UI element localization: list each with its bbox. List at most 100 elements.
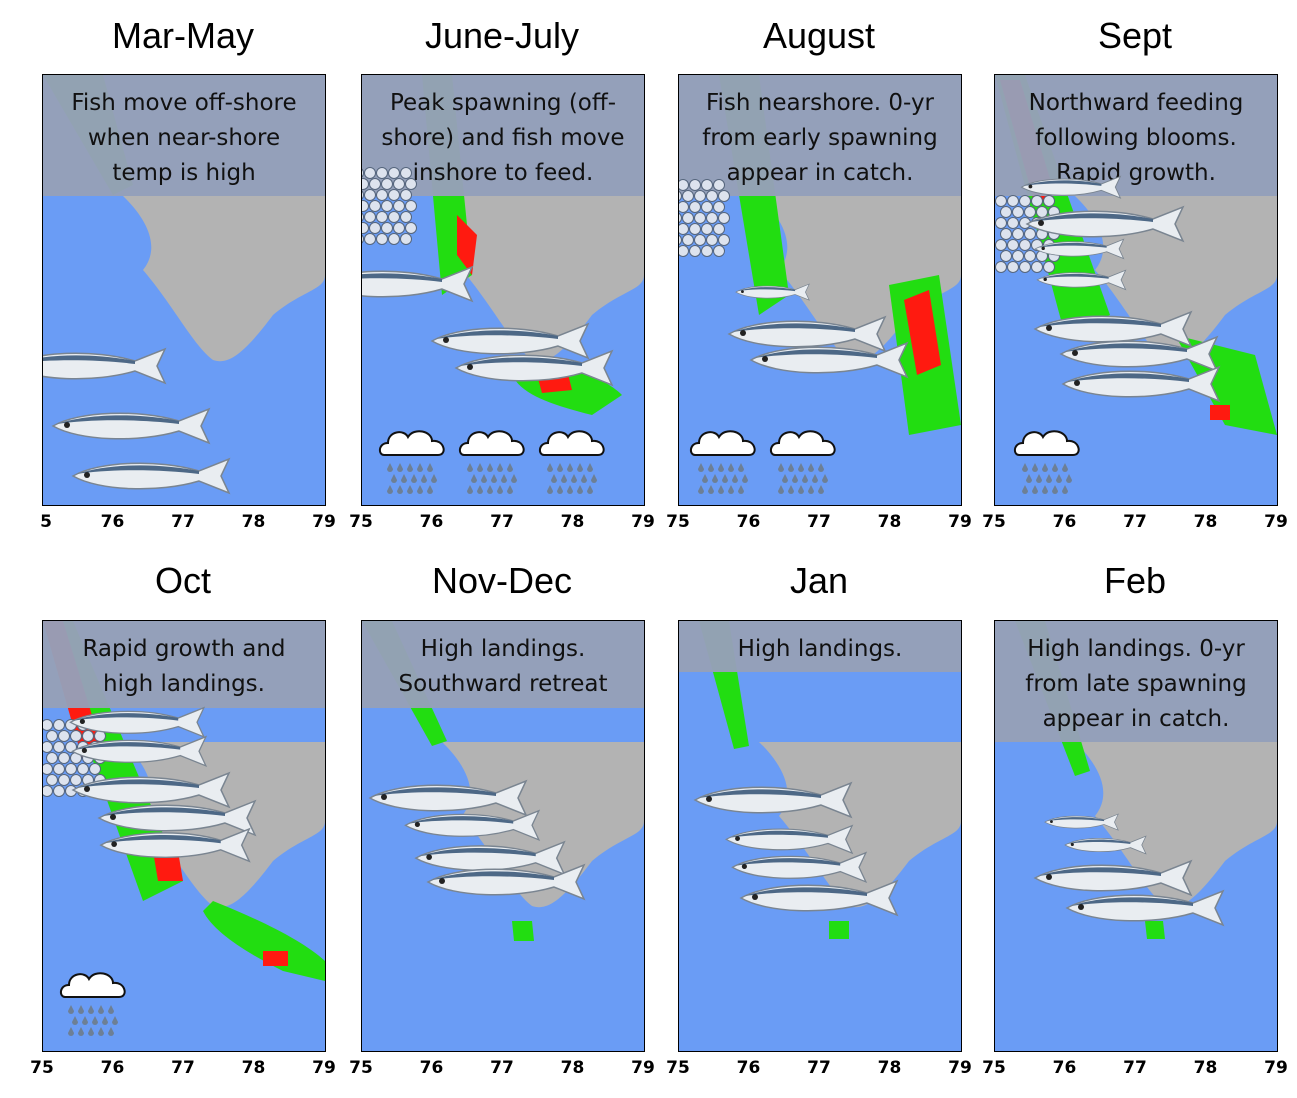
axis-tick-mark	[961, 219, 962, 220]
axis-tick-mark	[325, 837, 326, 838]
axis-tick-mark	[961, 837, 962, 838]
x-tick-label: 77	[807, 512, 831, 532]
panel-caption: High landings.	[679, 621, 961, 672]
land-mass	[759, 742, 961, 908]
sardine-icon	[362, 265, 474, 303]
sardine-icon	[725, 824, 854, 855]
sardine-icon	[454, 349, 614, 387]
hotspot-area	[153, 851, 183, 881]
axis-tick-mark	[961, 907, 962, 908]
sardine-icon	[430, 322, 590, 360]
x-axis: 75 76 77 78 79	[666, 512, 972, 538]
x-tick-label: 77	[1123, 1058, 1147, 1078]
sardine-icon	[1033, 310, 1193, 348]
hotspot-area	[904, 290, 941, 375]
axis-tick-mark	[325, 147, 326, 148]
hotspot-area	[1210, 405, 1230, 420]
x-tick-label: 76	[1052, 512, 1077, 532]
sardine-icon	[99, 827, 251, 863]
axis-tick-mark	[644, 291, 645, 292]
sardine-icon	[1061, 365, 1221, 403]
sardine-icon	[1065, 889, 1225, 927]
panel-map: Fish nearshore. 0-yr from early spawning…	[678, 74, 962, 506]
axis-tick-mark	[644, 361, 645, 362]
axis-tick-mark	[961, 147, 962, 148]
x-tick-label: 75	[666, 1058, 690, 1078]
x-tick-label: 78	[241, 1058, 266, 1078]
sardine-icon	[749, 341, 909, 379]
sardine-icon	[69, 706, 206, 739]
x-tick-label: 76	[100, 1058, 125, 1078]
panel-caption: Fish move off-shore when near-shore temp…	[43, 75, 325, 196]
rain-cloud-icon	[59, 972, 126, 1036]
land-mass	[442, 742, 644, 908]
bloom-area	[829, 921, 849, 939]
sardine-icon	[1036, 269, 1127, 291]
x-tick-label: 78	[560, 512, 585, 532]
rain-cloud-icon	[689, 430, 756, 494]
x-tick-label: 76	[419, 512, 444, 532]
axis-tick-mark	[325, 361, 326, 362]
sardine-icon	[1034, 238, 1125, 260]
x-tick-label: 79	[948, 512, 972, 532]
sardine-icon	[43, 347, 167, 385]
x-tick-label: 75	[666, 512, 690, 532]
sardine-icon	[51, 407, 211, 445]
x-axis: 75 76 77 78 79	[982, 512, 1288, 538]
x-tick-label: 77	[171, 1058, 195, 1078]
panel-title: Nov-Dec	[431, 560, 573, 601]
panel-map: High landings. Southward retreat	[361, 620, 645, 1052]
panel-map: Fish move off-shore when near-shore temp…	[42, 74, 326, 506]
axis-tick-mark	[1277, 291, 1278, 292]
bloom-area	[512, 921, 534, 941]
x-tick-label: 79	[1264, 512, 1288, 532]
rain-cloud-icon	[1013, 430, 1080, 494]
panel-title: Jan	[789, 560, 849, 601]
sardine-icon	[71, 771, 231, 809]
panel-title: Mar-May	[112, 15, 254, 56]
axis-tick-mark	[961, 361, 962, 362]
fish-eggs-icon	[362, 167, 417, 245]
land-mass	[1075, 196, 1277, 362]
axis-tick-mark	[1277, 765, 1278, 766]
x-tick-label: 79	[631, 1058, 655, 1078]
axis-tick-mark	[325, 291, 326, 292]
x-tick-label: 75	[349, 512, 373, 532]
x-tick-label: 77	[807, 1058, 831, 1078]
axis-tick-mark	[1277, 979, 1278, 980]
x-axis: 75 76 77 78 79	[349, 512, 655, 538]
x-tick-label: 79	[1264, 1058, 1288, 1078]
sardine-icon	[97, 799, 257, 837]
land-mass	[123, 196, 325, 362]
axis-tick-mark	[1277, 433, 1278, 434]
rain-cloud-icon	[769, 430, 836, 494]
panel-title: August	[762, 15, 876, 56]
axis-tick-mark	[325, 693, 326, 694]
x-axis: 5 76 77 78 79	[40, 512, 336, 538]
panel-caption: Rapid growth and high landings.	[43, 621, 325, 708]
rain-cloud-icon	[378, 430, 445, 494]
x-axis: 75 76 77 78 79	[666, 1058, 972, 1084]
x-tick-label: 79	[948, 1058, 972, 1078]
x-axis: 75 76 77 78 79	[982, 1058, 1288, 1084]
x-tick-label: 79	[312, 512, 336, 532]
axis-tick-mark	[644, 433, 645, 434]
axis-tick-mark	[1277, 837, 1278, 838]
x-tick-label: 77	[490, 512, 514, 532]
axis-tick-mark	[644, 979, 645, 980]
axis-tick-mark	[325, 433, 326, 434]
x-tick-label: 76	[419, 1058, 444, 1078]
x-tick-label: 75	[982, 1058, 1006, 1078]
sardine-icon	[1059, 335, 1219, 373]
axis-tick-mark	[325, 907, 326, 908]
panel-title: Feb	[1103, 560, 1167, 601]
sardine-icon	[368, 779, 528, 817]
axis-tick-mark	[644, 693, 645, 694]
x-tick-label: 79	[631, 512, 655, 532]
sardine-icon	[71, 457, 231, 495]
axis-tick-mark	[1277, 907, 1278, 908]
bloom-area	[1145, 921, 1165, 939]
rain-cloud-icon	[538, 430, 605, 494]
rain-cloud-icon	[458, 430, 525, 494]
axis-tick-mark	[644, 219, 645, 220]
